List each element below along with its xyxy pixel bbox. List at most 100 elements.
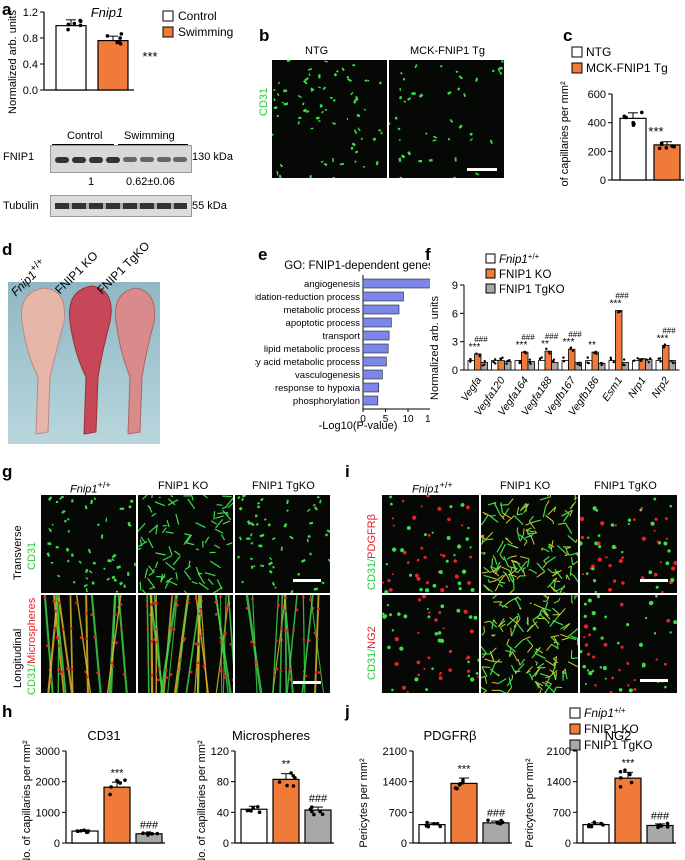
bar <box>538 360 546 371</box>
vessel-mark <box>72 580 76 584</box>
vessel-mark <box>204 572 216 577</box>
data-point <box>609 356 612 359</box>
pericyte-mark <box>544 691 547 693</box>
vessel-mark <box>215 518 224 529</box>
microsphere-mark <box>280 604 284 607</box>
significance-label: ### <box>487 807 506 819</box>
data-point <box>528 358 532 361</box>
chart-h1-title: CD31 <box>87 728 120 743</box>
bar <box>662 345 670 371</box>
y-tick-label: 40 <box>217 807 229 819</box>
vessel-mark <box>254 514 258 518</box>
pericyte-mark <box>513 618 521 628</box>
category-label: transport <box>323 331 361 342</box>
vessel-mark <box>446 536 451 540</box>
data-point <box>593 351 596 355</box>
vessel-mark <box>528 515 534 522</box>
vessel-mark <box>83 583 88 588</box>
microsphere-mark <box>222 672 226 676</box>
micrograph-b-ntg <box>272 60 387 178</box>
pericyte-mark <box>511 560 521 565</box>
significance-label-tgko: ### <box>615 292 629 301</box>
vessel-mark <box>406 561 410 564</box>
vessel-mark <box>536 662 545 669</box>
vessel-mark <box>556 545 569 556</box>
significance-label-tgko: ### <box>662 326 676 335</box>
vessel-mark <box>516 622 525 633</box>
microsphere-mark <box>152 638 156 642</box>
microsphere-mark <box>295 608 299 612</box>
data-point <box>663 343 667 346</box>
vessel-mark <box>670 566 676 571</box>
data-point <box>501 356 504 359</box>
pericyte-mark <box>575 552 578 556</box>
vessel-mark <box>277 81 280 85</box>
microsphere-mark <box>279 669 283 673</box>
vessel-mark <box>469 132 473 136</box>
panel-letter-h: h <box>2 702 13 721</box>
vessel-mark <box>214 528 224 534</box>
vessel-mark <box>537 609 543 619</box>
vessel-mark <box>385 563 389 566</box>
vessel-mark <box>618 688 623 692</box>
legend-label-tgko: FNIP1 TgKO <box>499 284 565 296</box>
chart-j-pdgfrb: PDGFRβ Pericytes per mm² 0 700 1400 2100 ***… <box>358 728 512 850</box>
y-tick-label: 0 <box>223 838 229 850</box>
pericyte-mark <box>541 607 549 616</box>
data-point <box>636 357 639 360</box>
microsphere-mark <box>201 628 205 632</box>
vessel-mark <box>318 74 321 79</box>
data-point <box>656 823 660 828</box>
pericyte-mark <box>555 655 558 664</box>
pericyte-mark <box>569 510 573 517</box>
vessel-mark <box>665 537 668 540</box>
pericyte-mark <box>506 638 510 645</box>
microsphere-mark <box>273 673 277 677</box>
micrograph-g-wt-longitudinal <box>41 595 136 693</box>
y-tick-label: 3 <box>452 337 458 349</box>
vessel-mark <box>552 620 564 626</box>
vessel-mark <box>453 553 456 557</box>
vessel-mark <box>481 675 486 679</box>
vessel-mark <box>268 569 273 574</box>
vessel-mark <box>467 669 471 673</box>
vessel-mark <box>416 660 421 665</box>
vessel-mark <box>207 578 214 586</box>
vessel-mark <box>570 557 574 566</box>
vessel-mark <box>106 577 111 581</box>
microsphere-mark <box>90 613 94 617</box>
vessel-mark <box>271 537 276 541</box>
vessel-mark <box>649 600 654 605</box>
vessel-mark <box>71 499 74 503</box>
vessel-mark <box>332 98 336 102</box>
quant-control: 1 <box>88 176 95 188</box>
microsphere-mark <box>254 661 257 664</box>
pericyte-mark <box>575 539 578 543</box>
vessel-mark <box>582 664 587 669</box>
vessel-mark <box>642 662 646 666</box>
data-point <box>289 771 293 775</box>
vessel-mark <box>118 581 124 586</box>
bar <box>362 278 430 289</box>
vessel-mark <box>267 561 273 566</box>
vessel-mark <box>360 137 364 141</box>
vessel-mark <box>310 87 315 92</box>
vessel-mark <box>439 638 445 643</box>
microsphere-mark <box>250 640 254 644</box>
microsphere-mark <box>152 601 156 605</box>
y-tick-label: 9 <box>452 280 458 292</box>
bar <box>474 353 482 371</box>
vessel-mark <box>90 499 94 505</box>
vessel-mark <box>375 161 379 166</box>
data-point <box>616 311 620 314</box>
category-label: phosphorylation <box>293 396 360 407</box>
vessel-mark <box>354 150 359 154</box>
pericyte-mark <box>564 554 568 557</box>
vessel-mark <box>626 623 630 627</box>
vessel-mark <box>583 602 587 606</box>
vessel-mark <box>167 499 179 506</box>
vessel-mark <box>313 506 318 511</box>
micrograph-i-tgko-pdgfrb <box>580 495 677 593</box>
vessel-mark <box>392 524 395 527</box>
vessel-mark <box>506 556 511 560</box>
